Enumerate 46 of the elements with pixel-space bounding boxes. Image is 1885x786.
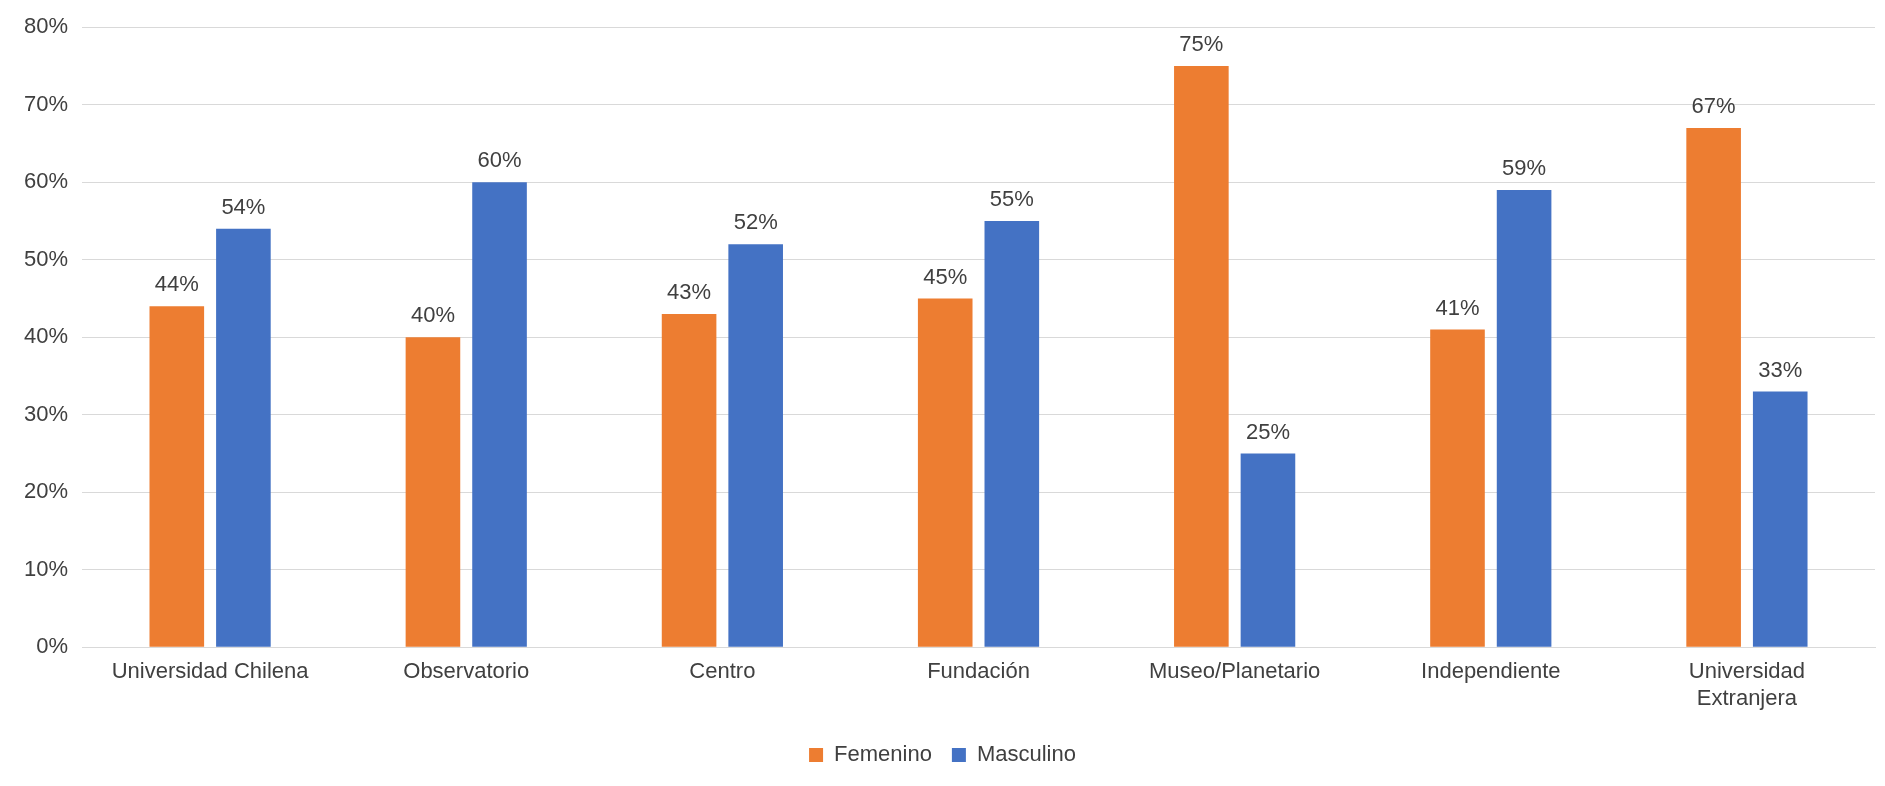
data-label: 52% — [733, 209, 778, 235]
bar — [149, 306, 205, 647]
data-label: 44% — [154, 271, 199, 297]
bar — [917, 298, 973, 647]
x-tick-label: Independiente — [1421, 658, 1561, 684]
bar — [1430, 329, 1485, 647]
y-tick-label: 60% — [23, 168, 69, 194]
data-label: 40% — [410, 302, 455, 328]
bar — [661, 313, 717, 647]
y-tick-label: 30% — [23, 400, 69, 426]
data-label: 41% — [1435, 294, 1480, 320]
y-tick-label: 40% — [23, 323, 69, 349]
bar — [1752, 391, 1808, 647]
y-tick-label: 10% — [23, 555, 69, 581]
x-tick-label: Centro — [689, 658, 756, 684]
legend-label: Masculino — [976, 741, 1076, 767]
x-tick-label: Universidad Chilena — [111, 658, 310, 684]
bar — [1174, 65, 1229, 647]
bar — [216, 228, 271, 647]
data-label: 54% — [221, 193, 266, 219]
bar — [472, 182, 527, 647]
bar — [1240, 453, 1296, 647]
data-label: 43% — [667, 279, 712, 305]
bar — [405, 337, 461, 647]
data-label: 55% — [989, 186, 1034, 212]
data-label: 60% — [477, 147, 522, 173]
y-tick-label: 70% — [23, 90, 69, 116]
bar — [728, 244, 783, 647]
y-tick-label: 20% — [23, 478, 69, 504]
y-tick-label: 50% — [23, 245, 69, 271]
data-label: 25% — [1245, 418, 1290, 444]
data-label: 45% — [923, 263, 968, 289]
bar — [1496, 189, 1552, 647]
x-tick-label: Fundación — [927, 658, 1030, 684]
x-tick-label: Universidad Extranjera — [1688, 658, 1806, 710]
legend-label: Femenino — [834, 741, 932, 767]
x-tick-label: Museo/Planetario — [1149, 658, 1321, 684]
data-label: 59% — [1502, 155, 1547, 181]
data-label: 67% — [1691, 93, 1736, 119]
bar — [1686, 127, 1741, 647]
x-tick-label: Observatorio — [403, 658, 530, 684]
data-label: 33% — [1758, 356, 1803, 382]
data-label: 75% — [1179, 31, 1224, 57]
y-tick-label: 80% — [23, 13, 69, 39]
bar — [984, 220, 1040, 647]
y-tick-label: 0% — [36, 633, 69, 659]
